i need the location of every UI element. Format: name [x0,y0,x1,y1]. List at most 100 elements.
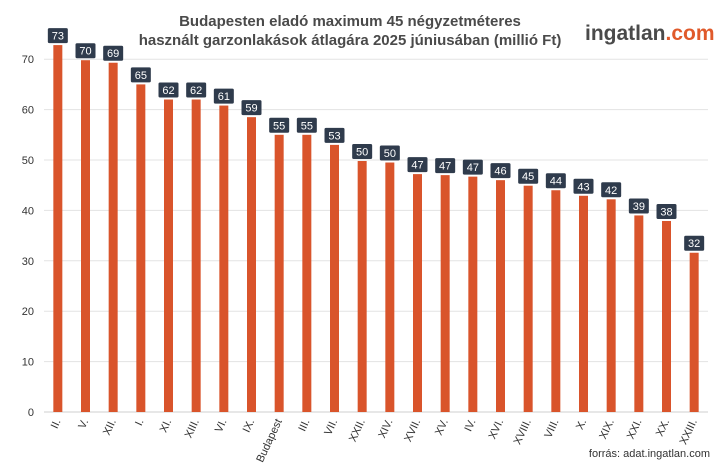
data-label-box [186,82,207,98]
data-label: 59 [245,103,257,115]
category-label: XXI. [625,417,645,441]
data-label-box [407,157,428,173]
data-label-box [684,235,705,251]
y-tick-label: 10 [22,357,34,369]
data-label-box [518,168,539,184]
data-label-box [269,117,290,133]
category-label: V. [76,417,91,431]
category-label: XIII. [183,417,202,440]
bar [330,144,339,412]
y-tick-label: 40 [22,205,34,217]
data-label-box [573,178,594,194]
data-label: 47 [439,161,451,173]
category-label: XXIII. [678,417,700,446]
y-tick-label: 30 [22,256,34,268]
data-label: 39 [633,201,645,213]
data-label: 50 [356,147,368,159]
y-tick-label: 50 [22,155,34,167]
category-label: Budapest [254,417,285,464]
data-label: 53 [328,130,340,142]
category-label: VI. [213,417,230,434]
bar [164,99,173,413]
data-label: 46 [494,166,506,178]
data-label: 70 [79,46,91,58]
data-label: 61 [218,91,230,103]
data-label-box [435,158,456,174]
category-label: XIX. [597,417,617,441]
data-label-box [490,163,511,179]
data-label-box [103,45,124,61]
data-label-box [379,145,400,161]
data-label-box [628,198,649,214]
data-label-box [47,28,68,44]
category-label: X. [574,417,589,432]
bar [385,162,395,412]
category-label: VIII. [542,417,561,440]
bar [579,195,588,412]
bar [357,161,367,412]
category-label: XVIII. [512,417,534,446]
category-label: IV. [462,417,478,433]
category-label: XX. [654,417,672,438]
data-label-box [75,43,96,59]
y-tick-label: 70 [22,54,34,66]
bar [551,190,561,412]
chart-title-line-2: használt garzonlakások átlagára 2025 jún… [138,32,562,49]
data-label: 47 [411,160,423,172]
data-label-box [324,127,345,143]
data-label-box [296,117,317,133]
category-label: VII. [322,417,340,437]
data-label: 62 [190,85,202,97]
data-label: 45 [522,171,534,183]
data-label: 62 [162,85,174,97]
category-label: III. [297,417,313,433]
logo-part-1: ingatlan [585,22,666,45]
category-label: XVI. [487,417,507,441]
bar [468,176,478,412]
data-label-box [158,82,179,98]
category-label: II. [49,417,64,430]
data-label: 32 [688,238,700,250]
data-label-box [130,67,151,83]
bar [606,199,616,412]
bar [81,60,90,412]
data-label-box [352,144,373,160]
bar [219,105,229,413]
data-label: 43 [577,181,589,193]
data-label-box [656,203,677,219]
data-label-box [545,173,566,189]
bar [247,117,256,412]
data-label: 44 [550,176,562,188]
data-label: 73 [52,31,64,43]
category-label: XIV. [376,417,395,440]
bar [689,252,699,412]
data-label: 65 [135,70,147,82]
bar [413,174,422,412]
category-label: XVII. [402,417,423,444]
bar [496,180,505,412]
source-note: forrás: adat.ingatlan.com [588,448,710,460]
category-label: I. [133,417,146,428]
logo-part-2: .com [665,22,715,45]
data-label: 47 [467,162,479,174]
category-label: XI. [158,417,175,434]
bar [440,175,450,412]
data-label: 42 [605,185,617,197]
bar [523,185,533,412]
data-label-box [213,88,234,104]
category-label: XV. [433,417,451,437]
y-tick-label: 20 [22,306,34,318]
y-tick-label: 0 [28,407,34,419]
bar [302,134,312,413]
data-label: 69 [107,48,119,60]
chart-title-line-1: Budapesten eladó maximum 45 négyzetméter… [179,13,521,30]
bar [53,45,63,412]
data-label: 55 [273,120,285,132]
bar [274,134,284,413]
bar [662,220,671,412]
ingatlan-logo: ingatlan.com [585,22,715,46]
category-label: XXII. [347,417,368,444]
y-tick-label: 60 [22,105,34,117]
chart-title: Budapesten eladó maximum 45 négyzetméter… [130,12,570,50]
